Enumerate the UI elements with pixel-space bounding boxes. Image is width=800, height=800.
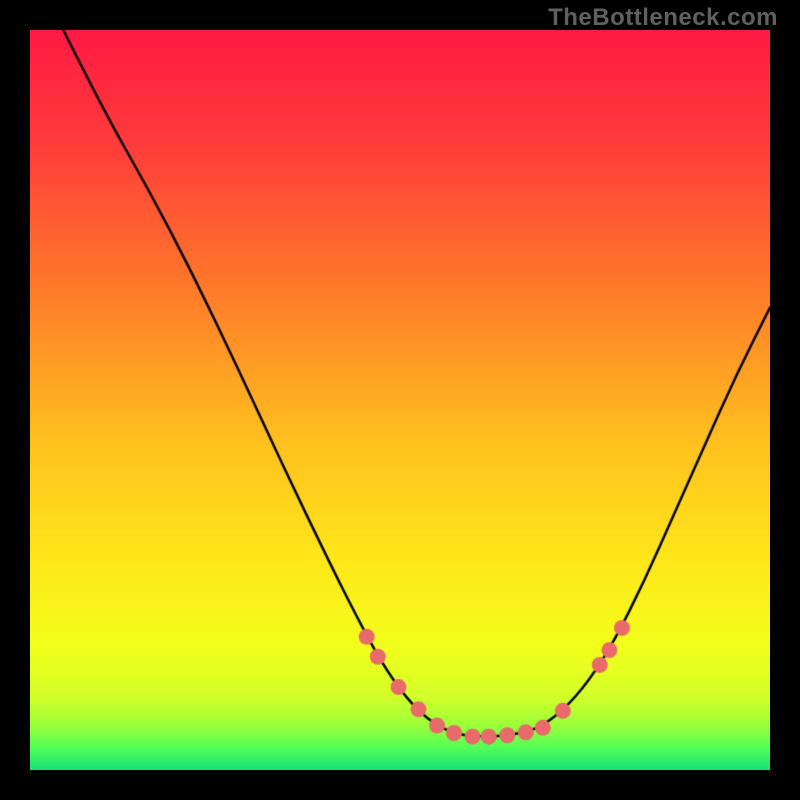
watermark-text: TheBottleneck.com [548,4,778,32]
bottleneck-curve [30,30,770,770]
bottleneck-chart: TheBottleneck.com [0,0,800,800]
